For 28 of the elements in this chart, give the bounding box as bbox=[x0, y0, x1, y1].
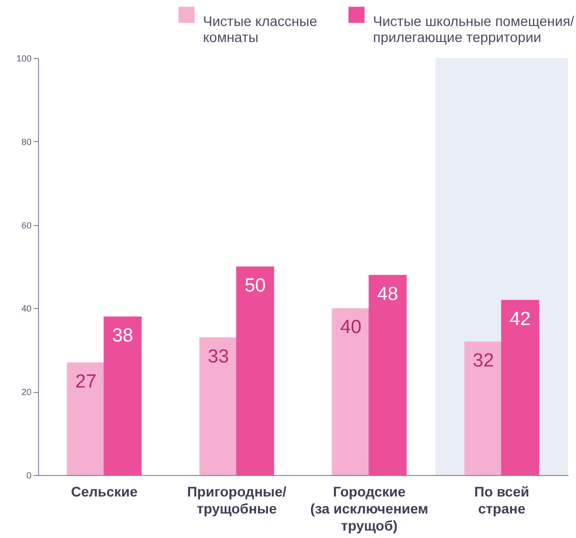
legend-label: Чистые классные комнаты bbox=[203, 12, 318, 45]
data-label: 42 bbox=[510, 308, 531, 330]
x-tick-label: Пригородные/ трущобные bbox=[187, 484, 287, 516]
y-tick-label: 40 bbox=[21, 304, 32, 314]
data-label: 50 bbox=[244, 276, 266, 296]
data-label: 40 bbox=[340, 317, 362, 338]
data-label: 38 bbox=[112, 326, 134, 347]
bar bbox=[368, 274, 407, 475]
y-tick-label: 0 bbox=[26, 470, 32, 480]
bar bbox=[501, 300, 540, 475]
bar bbox=[66, 362, 105, 475]
legend-label: Чистые школьные помещения/ прилегающие территории bbox=[373, 12, 574, 45]
data-label: 33 bbox=[208, 346, 229, 368]
y-tick-label: 60 bbox=[21, 220, 32, 230]
data-label: 27 bbox=[75, 371, 96, 392]
bar bbox=[464, 342, 502, 475]
x-tick-label: Городские (за исключением трущоб) bbox=[310, 484, 428, 534]
bar bbox=[104, 316, 142, 475]
x-tick-label: По всей стране bbox=[474, 484, 530, 516]
data-label: 48 bbox=[377, 284, 398, 305]
y-tick-label: 20 bbox=[21, 387, 32, 398]
data-label: 32 bbox=[472, 350, 494, 372]
bar bbox=[332, 308, 370, 475]
bar bbox=[199, 337, 238, 475]
y-tick-label: 100 bbox=[16, 54, 32, 64]
bar bbox=[236, 266, 274, 475]
x-tick-label: Сельские bbox=[70, 484, 138, 500]
y-tick-label: 80 bbox=[21, 136, 32, 147]
